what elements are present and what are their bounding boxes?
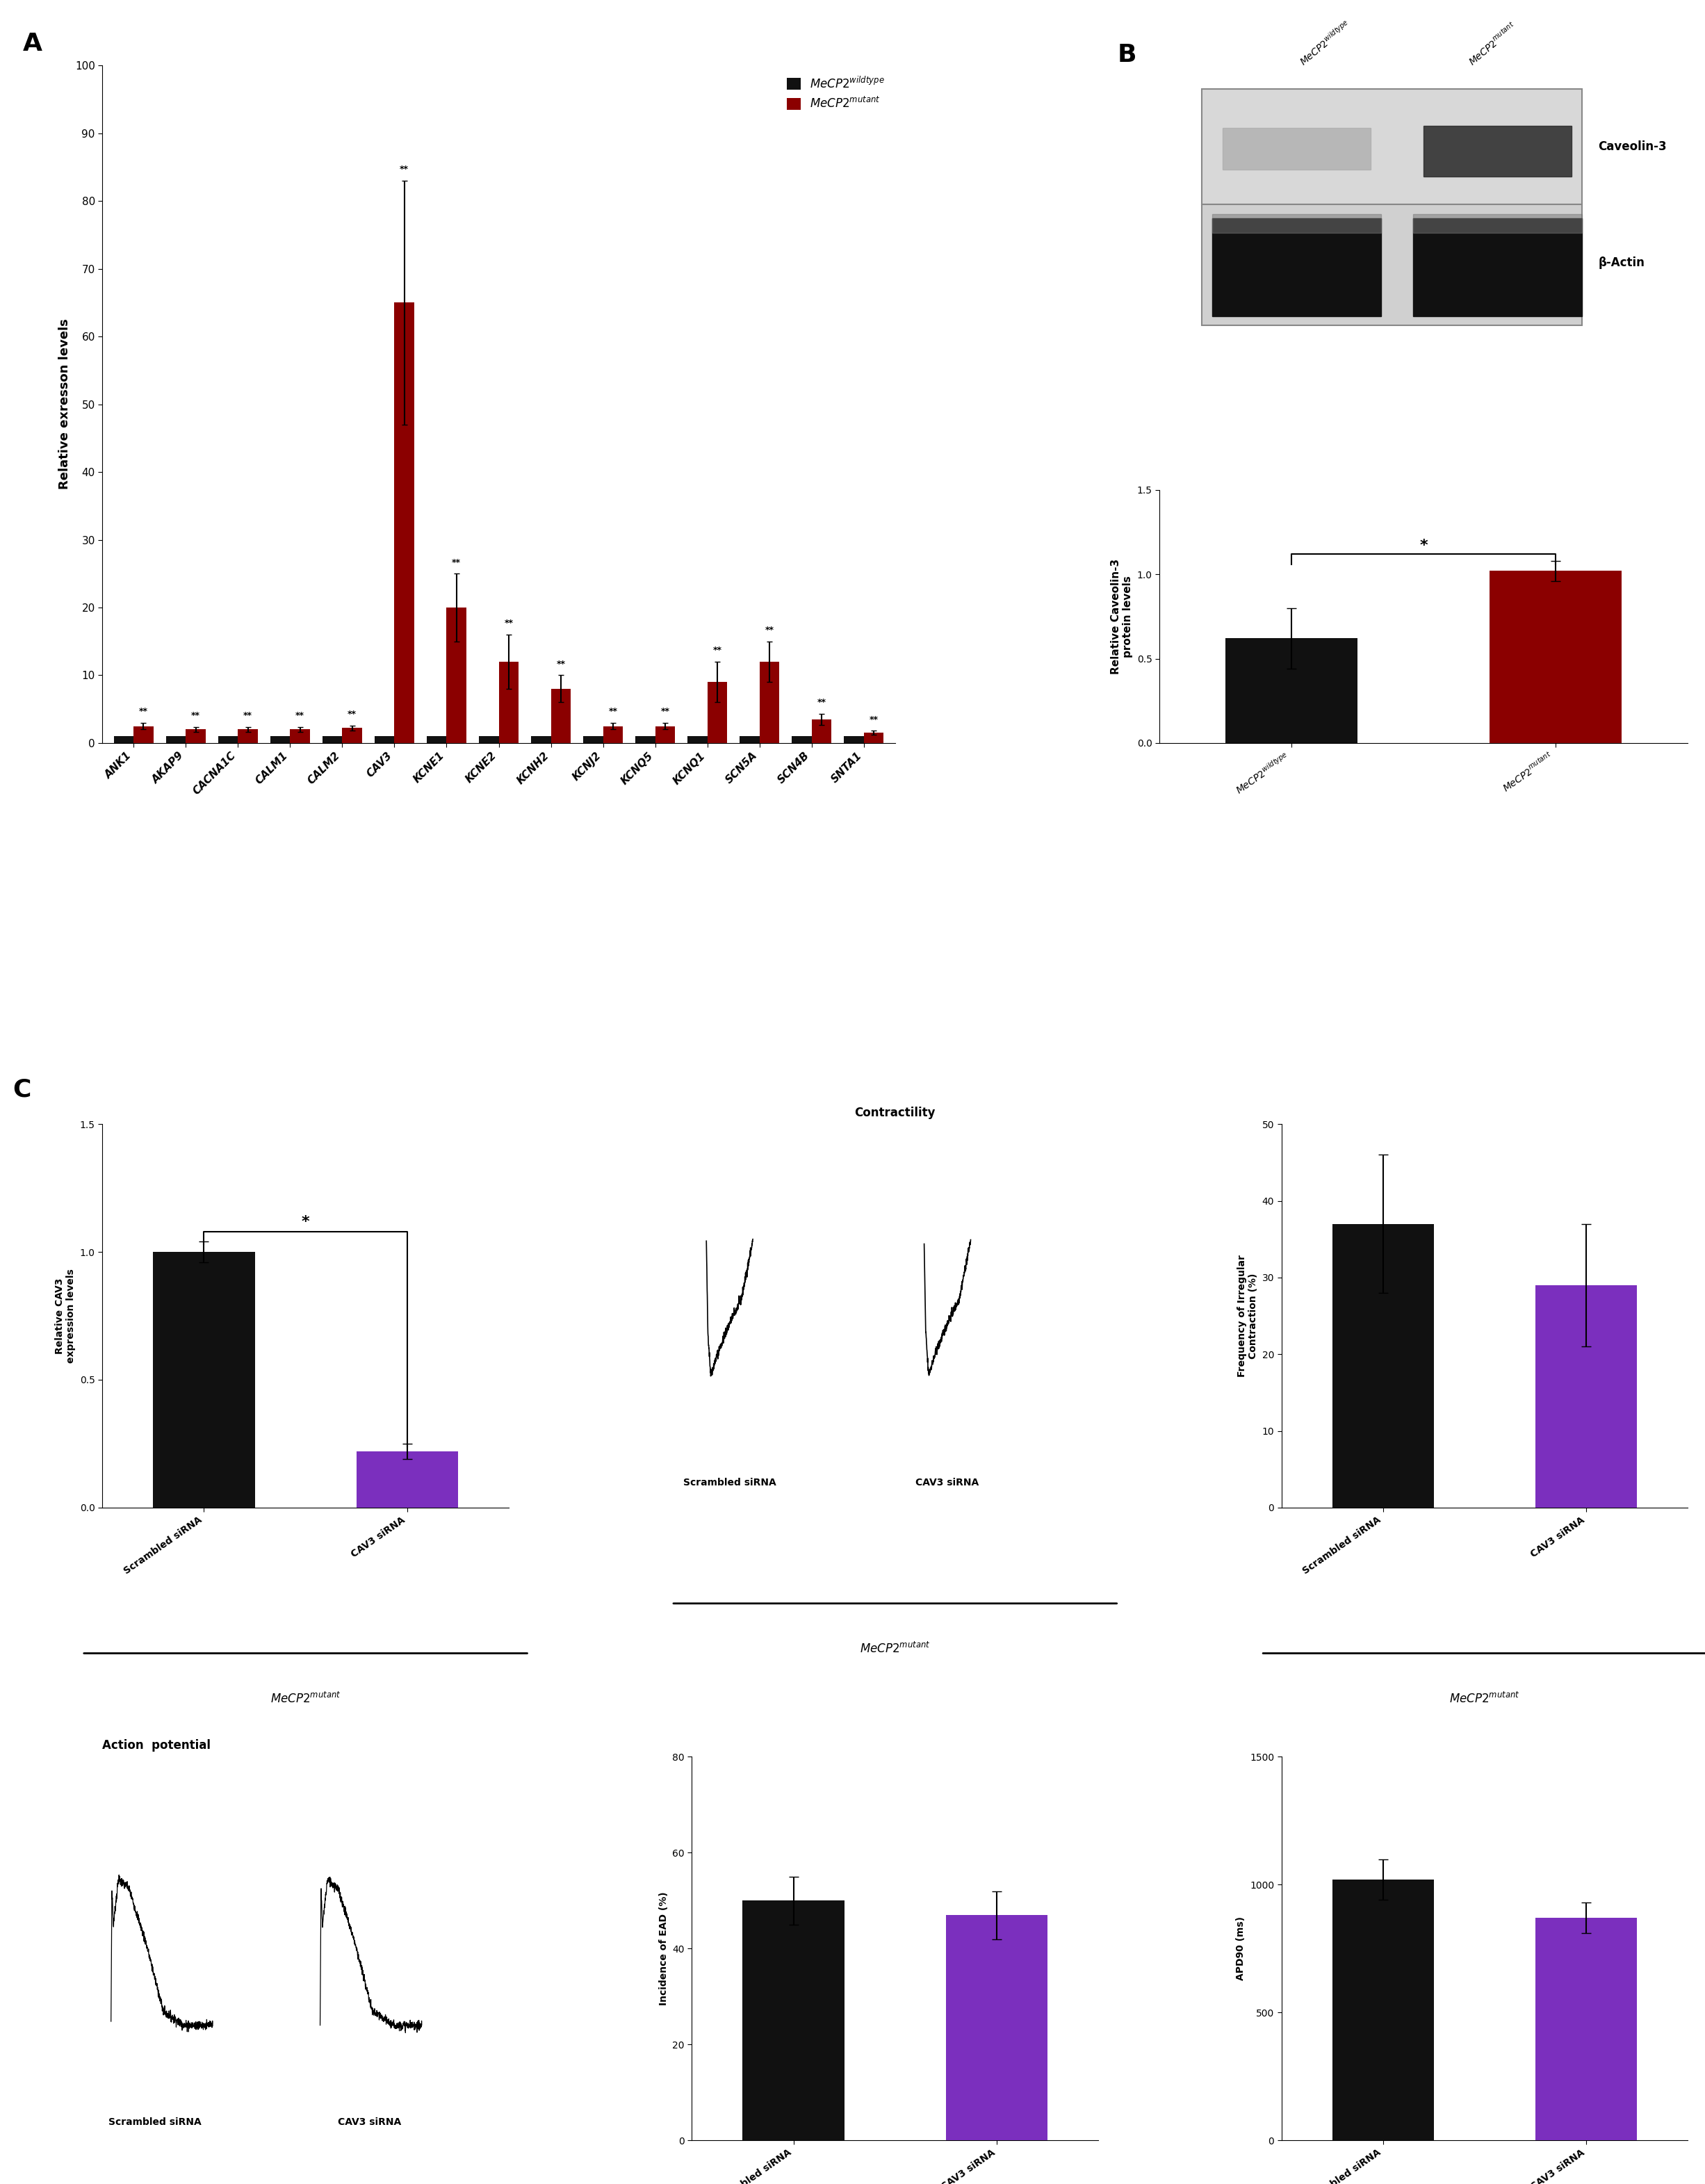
Text: β-Actin: β-Actin xyxy=(1598,256,1645,269)
Text: **: ** xyxy=(660,708,670,716)
Bar xyxy=(290,729,310,743)
Bar xyxy=(186,729,206,743)
Text: **: ** xyxy=(295,712,305,721)
Text: C: C xyxy=(14,1079,31,1101)
Bar xyxy=(812,719,832,743)
Bar xyxy=(1202,205,1582,325)
Bar xyxy=(394,304,414,743)
Text: **: ** xyxy=(191,712,199,721)
Bar xyxy=(1536,1918,1637,2140)
Bar xyxy=(583,736,604,743)
Y-axis label: Relative Caveolin-3
protein levels: Relative Caveolin-3 protein levels xyxy=(1110,559,1134,675)
Text: $MeCP2^{wildtype}$: $MeCP2^{wildtype}$ xyxy=(1298,17,1352,68)
Text: **: ** xyxy=(609,708,617,716)
Text: A: A xyxy=(24,31,43,55)
Bar xyxy=(743,1900,844,2140)
Bar xyxy=(426,736,447,743)
Text: **: ** xyxy=(817,699,827,708)
Bar xyxy=(759,662,779,743)
Bar xyxy=(1212,214,1381,232)
Text: CAV3 siRNA: CAV3 siRNA xyxy=(916,1479,979,1487)
Bar xyxy=(1222,129,1371,170)
Y-axis label: Frequency of Irregular
Contraction (%): Frequency of Irregular Contraction (%) xyxy=(1238,1254,1258,1376)
Bar xyxy=(604,725,622,743)
Y-axis label: Relative CAV3
expression levels: Relative CAV3 expression levels xyxy=(55,1269,77,1363)
Text: $MeCP2^{mutant}$: $MeCP2^{mutant}$ xyxy=(271,1693,341,1706)
Bar xyxy=(655,725,675,743)
Bar xyxy=(1490,570,1621,743)
Text: **: ** xyxy=(140,708,148,716)
Text: **: ** xyxy=(713,646,721,655)
Y-axis label: APD90 (ms): APD90 (ms) xyxy=(1236,1918,1246,1981)
Text: **: ** xyxy=(452,557,460,568)
Bar xyxy=(114,736,133,743)
Bar xyxy=(551,688,571,743)
Text: Action  potential: Action potential xyxy=(102,1738,211,1752)
Bar xyxy=(479,736,498,743)
Text: **: ** xyxy=(348,710,356,719)
Text: $MeCP2^{mutant}$: $MeCP2^{mutant}$ xyxy=(859,1642,931,1655)
Bar xyxy=(153,1251,254,1507)
Legend: $MeCP2^{wildtype}$, $MeCP2^{mutant}$: $MeCP2^{wildtype}$, $MeCP2^{mutant}$ xyxy=(783,72,890,116)
Bar xyxy=(864,734,883,743)
Bar xyxy=(636,736,655,743)
Bar xyxy=(1332,1223,1434,1507)
Text: Caveolin-3: Caveolin-3 xyxy=(1598,140,1667,153)
Bar xyxy=(165,736,186,743)
Bar xyxy=(530,736,551,743)
Bar xyxy=(218,736,239,743)
Text: **: ** xyxy=(870,714,878,725)
Bar xyxy=(356,1452,459,1507)
Bar xyxy=(1202,90,1582,205)
Text: B: B xyxy=(1117,44,1136,68)
Text: **: ** xyxy=(556,660,566,668)
Text: *: * xyxy=(1420,539,1427,553)
Bar xyxy=(498,662,518,743)
Text: **: ** xyxy=(766,625,774,636)
Bar xyxy=(1536,1284,1637,1507)
Text: Scrambled siRNA: Scrambled siRNA xyxy=(684,1479,776,1487)
Bar xyxy=(708,681,726,743)
Bar xyxy=(687,736,708,743)
Y-axis label: Incidence of EAD (%): Incidence of EAD (%) xyxy=(658,1891,668,2005)
Text: **: ** xyxy=(505,618,513,627)
Text: $MeCP2^{mutant}$: $MeCP2^{mutant}$ xyxy=(1466,20,1519,68)
Bar xyxy=(271,736,290,743)
Bar xyxy=(1413,218,1582,317)
Title: Contractility: Contractility xyxy=(854,1107,936,1118)
Text: Scrambled siRNA: Scrambled siRNA xyxy=(107,2116,201,2127)
Y-axis label: Relative exresson levels: Relative exresson levels xyxy=(58,319,72,489)
Text: **: ** xyxy=(399,164,409,175)
Text: CAV3 siRNA: CAV3 siRNA xyxy=(338,2116,401,2127)
Bar xyxy=(343,727,361,743)
Bar xyxy=(844,736,864,743)
Bar xyxy=(946,1915,1047,2140)
Bar xyxy=(1413,214,1582,232)
Text: *: * xyxy=(302,1214,310,1230)
Bar xyxy=(1212,218,1381,317)
Bar xyxy=(322,736,343,743)
Bar xyxy=(239,729,257,743)
Bar xyxy=(1424,127,1572,177)
Bar xyxy=(740,736,759,743)
Bar xyxy=(133,725,153,743)
Bar xyxy=(791,736,812,743)
Bar xyxy=(1226,638,1357,743)
Text: **: ** xyxy=(244,712,252,721)
Bar xyxy=(1332,1880,1434,2140)
Text: $MeCP2^{mutant}$: $MeCP2^{mutant}$ xyxy=(1449,1693,1519,1706)
Bar xyxy=(447,607,467,743)
Bar xyxy=(375,736,394,743)
